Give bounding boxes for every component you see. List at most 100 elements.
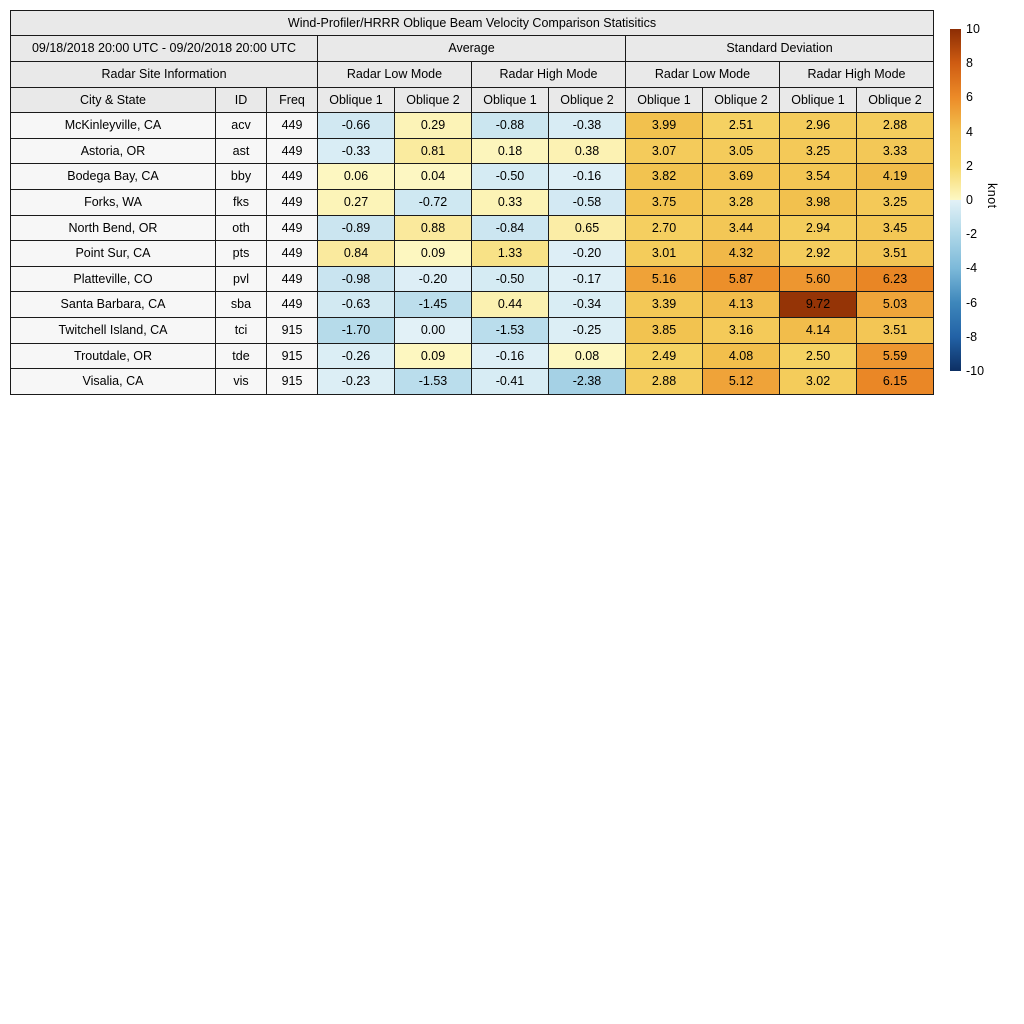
average_low_oblique1-cell: -0.26 <box>317 342 395 370</box>
std_low_oblique1-cell: 3.85 <box>625 317 703 344</box>
std_high_oblique2-cell: 5.03 <box>856 291 934 318</box>
average_low_oblique2-cell: 0.88 <box>394 214 472 242</box>
table-row: Santa Barbara, CA sba 449 -0.63 -1.45 0.44 -0.… <box>10 291 934 318</box>
std_high_oblique1-cell: 2.96 <box>779 112 857 139</box>
colorbar-tick-label: 6 <box>966 90 973 105</box>
chart-title: Wind-Profiler/HRRR Oblique Beam Velocity… <box>10 10 934 36</box>
std_high_oblique2-cell: 6.23 <box>856 265 934 293</box>
table-row: Troutdale, OR tde 915 -0.26 0.09 -0.16 0.08 2.4… <box>10 342 934 370</box>
std_low_oblique2-cell: 5.87 <box>702 265 780 293</box>
std_low_oblique2-cell: 3.28 <box>702 188 780 216</box>
average_low_oblique1-cell: 0.84 <box>317 240 395 267</box>
std_high_oblique2-cell: 3.51 <box>856 317 934 344</box>
std_low_oblique1-cell: 3.82 <box>625 163 703 190</box>
oblique2-header: Oblique 2 <box>548 87 626 113</box>
title-row: Wind-Profiler/HRRR Oblique Beam Velocity… <box>10 10 934 36</box>
city-cell: North Bend, OR <box>10 214 216 242</box>
group-header-average: Average <box>317 35 626 62</box>
average_low_oblique1-cell: 0.27 <box>317 188 395 216</box>
average_high_oblique1-cell: -0.50 <box>471 265 549 293</box>
std_high_oblique2-cell: 6.15 <box>856 368 934 395</box>
average_low_oblique1-cell: -0.63 <box>317 291 395 318</box>
colorbar-tick-label: -4 <box>966 261 978 276</box>
std_high_oblique2-cell: 5.59 <box>856 342 934 370</box>
freq-cell: 449 <box>266 137 318 165</box>
freq-cell: 449 <box>266 240 318 267</box>
std_low_oblique1-cell: 3.01 <box>625 240 703 267</box>
city-cell: Visalia, CA <box>10 368 216 395</box>
colorbar-tick-label: -6 <box>966 295 978 310</box>
std_high_oblique2-cell: 3.45 <box>856 214 934 242</box>
table-row: North Bend, OR oth 449 -0.89 0.88 -0.84 0.65 2.… <box>10 214 934 242</box>
oblique2-header: Oblique 2 <box>856 87 934 113</box>
freq-cell: 449 <box>266 291 318 318</box>
site-id-cell: vis <box>215 368 267 395</box>
table-row: Astoria, OR ast 449 -0.33 0.81 0.18 0.38 3.07 3.… <box>10 137 934 165</box>
city-cell: Astoria, OR <box>10 137 216 165</box>
average_high_oblique2-cell: 0.38 <box>548 137 626 165</box>
site-id-cell: tci <box>215 317 267 344</box>
std_high_oblique1-cell: 3.98 <box>779 188 857 216</box>
colorbar-gradient <box>950 29 961 371</box>
std-low-mode-header: Radar Low Mode <box>625 61 780 88</box>
city-cell: Point Sur, CA <box>10 240 216 267</box>
std_high_oblique1-cell: 2.50 <box>779 342 857 370</box>
average_high_oblique2-cell: -0.20 <box>548 240 626 267</box>
colorbar-tick-label: -2 <box>966 227 978 242</box>
table-row: Platteville, CO pvl 449 -0.98 -0.20 -0.50 -0.1… <box>10 265 934 293</box>
oblique1-header: Oblique 1 <box>471 87 549 113</box>
std_low_oblique2-cell: 2.51 <box>702 112 780 139</box>
table-row: Visalia, CA vis 915 -0.23 -1.53 -0.41 -2.38 2.8… <box>10 368 934 395</box>
colorbar-tick-label: 8 <box>966 56 973 71</box>
std_low_oblique1-cell: 3.99 <box>625 112 703 139</box>
std_low_oblique2-cell: 4.08 <box>702 342 780 370</box>
std_low_oblique1-cell: 5.16 <box>625 265 703 293</box>
average_high_oblique2-cell: -0.38 <box>548 112 626 139</box>
std_low_oblique2-cell: 3.69 <box>702 163 780 190</box>
std_low_oblique1-cell: 2.49 <box>625 342 703 370</box>
std_high_oblique2-cell: 3.51 <box>856 240 934 267</box>
average_low_oblique2-cell: -0.72 <box>394 188 472 216</box>
std_high_oblique1-cell: 9.72 <box>779 291 857 318</box>
date-range: 09/18/2018 20:00 UTC - 09/20/2018 20:00 … <box>10 35 318 62</box>
colorbar-tick-label: 0 <box>966 193 973 207</box>
table-row: Twitchell Island, CA tci 915 -1.70 0.00 -1.53… <box>10 317 934 344</box>
average_high_oblique2-cell: 0.08 <box>548 342 626 370</box>
std_low_oblique1-cell: 2.70 <box>625 214 703 242</box>
oblique1-header: Oblique 1 <box>625 87 703 113</box>
std_low_oblique2-cell: 3.05 <box>702 137 780 165</box>
average_low_oblique1-cell: -0.33 <box>317 137 395 165</box>
average_high_oblique2-cell: -0.16 <box>548 163 626 190</box>
std_high_oblique1-cell: 4.14 <box>779 317 857 344</box>
std_low_oblique1-cell: 3.07 <box>625 137 703 165</box>
site-id-cell: pvl <box>215 265 267 293</box>
city-cell: Forks, WA <box>10 188 216 216</box>
average_low_oblique1-cell: -0.66 <box>317 112 395 139</box>
average_high_oblique1-cell: -0.88 <box>471 112 549 139</box>
table-row: Point Sur, CA pts 449 0.84 0.09 1.33 -0.20 3.01… <box>10 240 934 267</box>
freq-cell: 915 <box>266 317 318 344</box>
colorbar-tick-label: 2 <box>966 158 973 173</box>
site-id-cell: bby <box>215 163 267 190</box>
group-header-std-dev: Standard Deviation <box>625 35 934 62</box>
std_low_oblique2-cell: 4.32 <box>702 240 780 267</box>
std_high_oblique1-cell: 3.25 <box>779 137 857 165</box>
std-high-mode-header: Radar High Mode <box>779 61 934 88</box>
std_high_oblique1-cell: 2.94 <box>779 214 857 242</box>
average_low_oblique2-cell: 0.09 <box>394 342 472 370</box>
avg-high-mode-header: Radar High Mode <box>471 61 626 88</box>
average_low_oblique2-cell: 0.04 <box>394 163 472 190</box>
average_high_oblique1-cell: 1.33 <box>471 240 549 267</box>
city-cell: Twitchell Island, CA <box>10 317 216 344</box>
average_high_oblique1-cell: 0.33 <box>471 188 549 216</box>
average_low_oblique1-cell: -0.98 <box>317 265 395 293</box>
average_high_oblique2-cell: 0.65 <box>548 214 626 242</box>
freq-cell: 449 <box>266 112 318 139</box>
std_high_oblique1-cell: 3.54 <box>779 163 857 190</box>
mode-header-row: Radar Site Information Radar Low Mode Ra… <box>10 61 934 88</box>
average_low_oblique1-cell: -1.70 <box>317 317 395 344</box>
city-state-header: City & State <box>10 87 216 113</box>
city-cell: McKinleyville, CA <box>10 112 216 139</box>
city-cell: Platteville, CO <box>10 265 216 293</box>
